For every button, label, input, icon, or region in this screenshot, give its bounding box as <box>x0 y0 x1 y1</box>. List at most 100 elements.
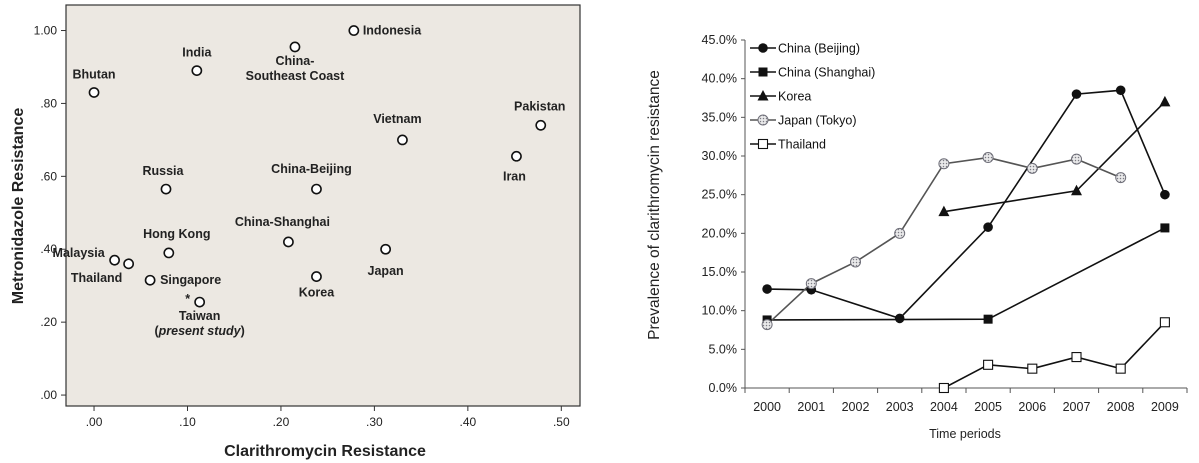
scatter-point <box>194 296 206 308</box>
scatter-point <box>109 254 120 266</box>
line-legend: China (Beijing) China (Shanghai) Korea Japa… <box>750 42 875 152</box>
line-data-point <box>1026 162 1038 174</box>
line-data-point <box>983 359 994 370</box>
line-data-point <box>983 222 993 232</box>
scatter-point-label: China- <box>276 54 315 68</box>
legend-label: Thailand <box>778 138 826 152</box>
line-data-point <box>894 227 906 239</box>
scatter-point-label: Vietnam <box>373 112 421 126</box>
scatter-chart: .00 .20 .40 .60 .80 1.00 .00 .10 .20 .30 .40 .50 B… <box>10 4 581 460</box>
scatter-plot-area <box>65 4 581 407</box>
scatter-point <box>289 41 301 53</box>
scatter-point <box>397 134 408 146</box>
scatter-y-tick-label: .20 <box>40 315 57 329</box>
scatter-point-label-line2: Southeast Coast <box>246 69 345 83</box>
scatter-point-label: Singapore <box>160 273 221 287</box>
scatter-point-label: Hong Kong <box>143 227 210 241</box>
line-data-point <box>1159 317 1170 328</box>
line-data-point <box>1115 363 1126 374</box>
scatter-y-tick-label: .60 <box>40 169 57 183</box>
line-data-point <box>982 152 994 164</box>
scatter-y-tick-label: .00 <box>40 388 57 402</box>
legend-label: China (Shanghai) <box>778 66 875 80</box>
scatter-point-label: India <box>182 46 212 60</box>
scatter-x-tick-label: .00 <box>86 415 103 429</box>
line-y-tick-label: 5.0% <box>709 342 738 356</box>
line-data-point <box>762 284 772 294</box>
legend-marker <box>758 67 768 77</box>
scatter-points: Bhutan India China-Southeast Coast Indonesi… <box>53 24 566 339</box>
line-x-axis: 2000 2001 2002 2003 2004 2005 2006 2007 2008 2009 <box>744 387 1188 414</box>
legend-label: China (Beijing) <box>778 42 860 56</box>
scatter-y-tick-label: .40 <box>40 242 57 256</box>
legend-marker <box>757 114 769 126</box>
line-data-point <box>805 278 817 290</box>
scatter-point <box>283 236 294 248</box>
line-data-point <box>1159 95 1171 107</box>
scatter-point-label: Taiwan <box>179 309 220 323</box>
scatter-point <box>535 119 547 131</box>
scatter-point <box>163 247 175 259</box>
scatter-y-ticks: .00 .20 .40 .60 .80 1.00 <box>34 24 66 402</box>
line-series-path <box>943 321 1166 389</box>
line-y-tick-label: 25.0% <box>702 188 737 202</box>
line-series <box>761 85 1171 394</box>
line-data-point <box>1160 223 1170 233</box>
line-data-point <box>1115 172 1127 184</box>
line-data-point <box>1027 363 1038 374</box>
line-x-tick-label: 2004 <box>930 400 958 414</box>
line-data-point <box>1115 85 1126 96</box>
scatter-point-label: Pakistan <box>514 99 565 113</box>
scatter-point-label: Korea <box>299 286 335 300</box>
legend-marker <box>758 43 768 53</box>
line-series-path <box>766 156 1122 326</box>
scatter-point-label: Bhutan <box>73 67 116 81</box>
scatter-x-tick-label: .20 <box>273 415 290 429</box>
line-data-point <box>1071 184 1082 196</box>
line-x-axis-label: Time periods <box>929 427 1001 441</box>
scatter-y-tick-label: .80 <box>40 96 57 110</box>
line-y-tick-label: 45.0% <box>702 33 737 47</box>
line-y-axis-label: Prevalence of clarithromycin resistance <box>646 70 663 340</box>
line-x-tick-label: 2002 <box>842 400 870 414</box>
line-chart: 0.0% 5.0% 10.0% 15.0% 20.0% 25.0% 30.0% 35.0% 40… <box>646 33 1188 441</box>
line-x-tick-label: 2006 <box>1018 400 1046 414</box>
line-y-tick-label: 20.0% <box>702 226 737 240</box>
legend-marker <box>757 138 769 150</box>
scatter-y-tick-label: 1.00 <box>34 24 58 38</box>
scatter-point <box>191 65 203 77</box>
line-data-point <box>850 256 861 268</box>
line-x-tick-label: 2000 <box>753 400 781 414</box>
line-data-point <box>938 205 950 217</box>
scatter-point-label: Japan <box>368 264 404 278</box>
line-x-tick-label: 2003 <box>886 400 914 414</box>
scatter-x-tick-label: .50 <box>553 415 570 429</box>
line-data-point <box>983 314 993 324</box>
scatter-point <box>311 271 322 282</box>
line-data-point <box>894 313 905 324</box>
scatter-point-label: Russia <box>142 164 184 178</box>
scatter-point-label: China-Shanghai <box>235 215 330 229</box>
line-data-point <box>1071 153 1082 165</box>
scatter-point-label: Thailand <box>71 271 122 285</box>
scatter-point <box>348 25 360 36</box>
scatter-point-label: Iran <box>503 169 526 183</box>
legend-label: Japan (Tokyo) <box>778 114 857 128</box>
legend-label: Korea <box>778 90 811 104</box>
scatter-point <box>380 243 392 255</box>
line-x-tick-label: 2008 <box>1107 400 1135 414</box>
scatter-point-marker: * <box>185 292 190 306</box>
line-y-tick-label: 30.0% <box>702 149 737 163</box>
line-data-point <box>1071 352 1082 363</box>
scatter-point <box>123 258 135 270</box>
scatter-x-axis-label: Clarithromycin Resistance <box>224 443 426 460</box>
line-x-tick-label: 2009 <box>1151 400 1179 414</box>
scatter-point <box>511 150 522 162</box>
scatter-point-label: Malaysia <box>53 246 106 260</box>
line-data-point <box>938 158 950 170</box>
scatter-point <box>144 274 156 286</box>
scatter-x-tick-label: .30 <box>366 415 383 429</box>
scatter-point-label: Indonesia <box>363 24 422 38</box>
scatter-y-axis-label: Metronidazole Resistance <box>10 108 27 305</box>
